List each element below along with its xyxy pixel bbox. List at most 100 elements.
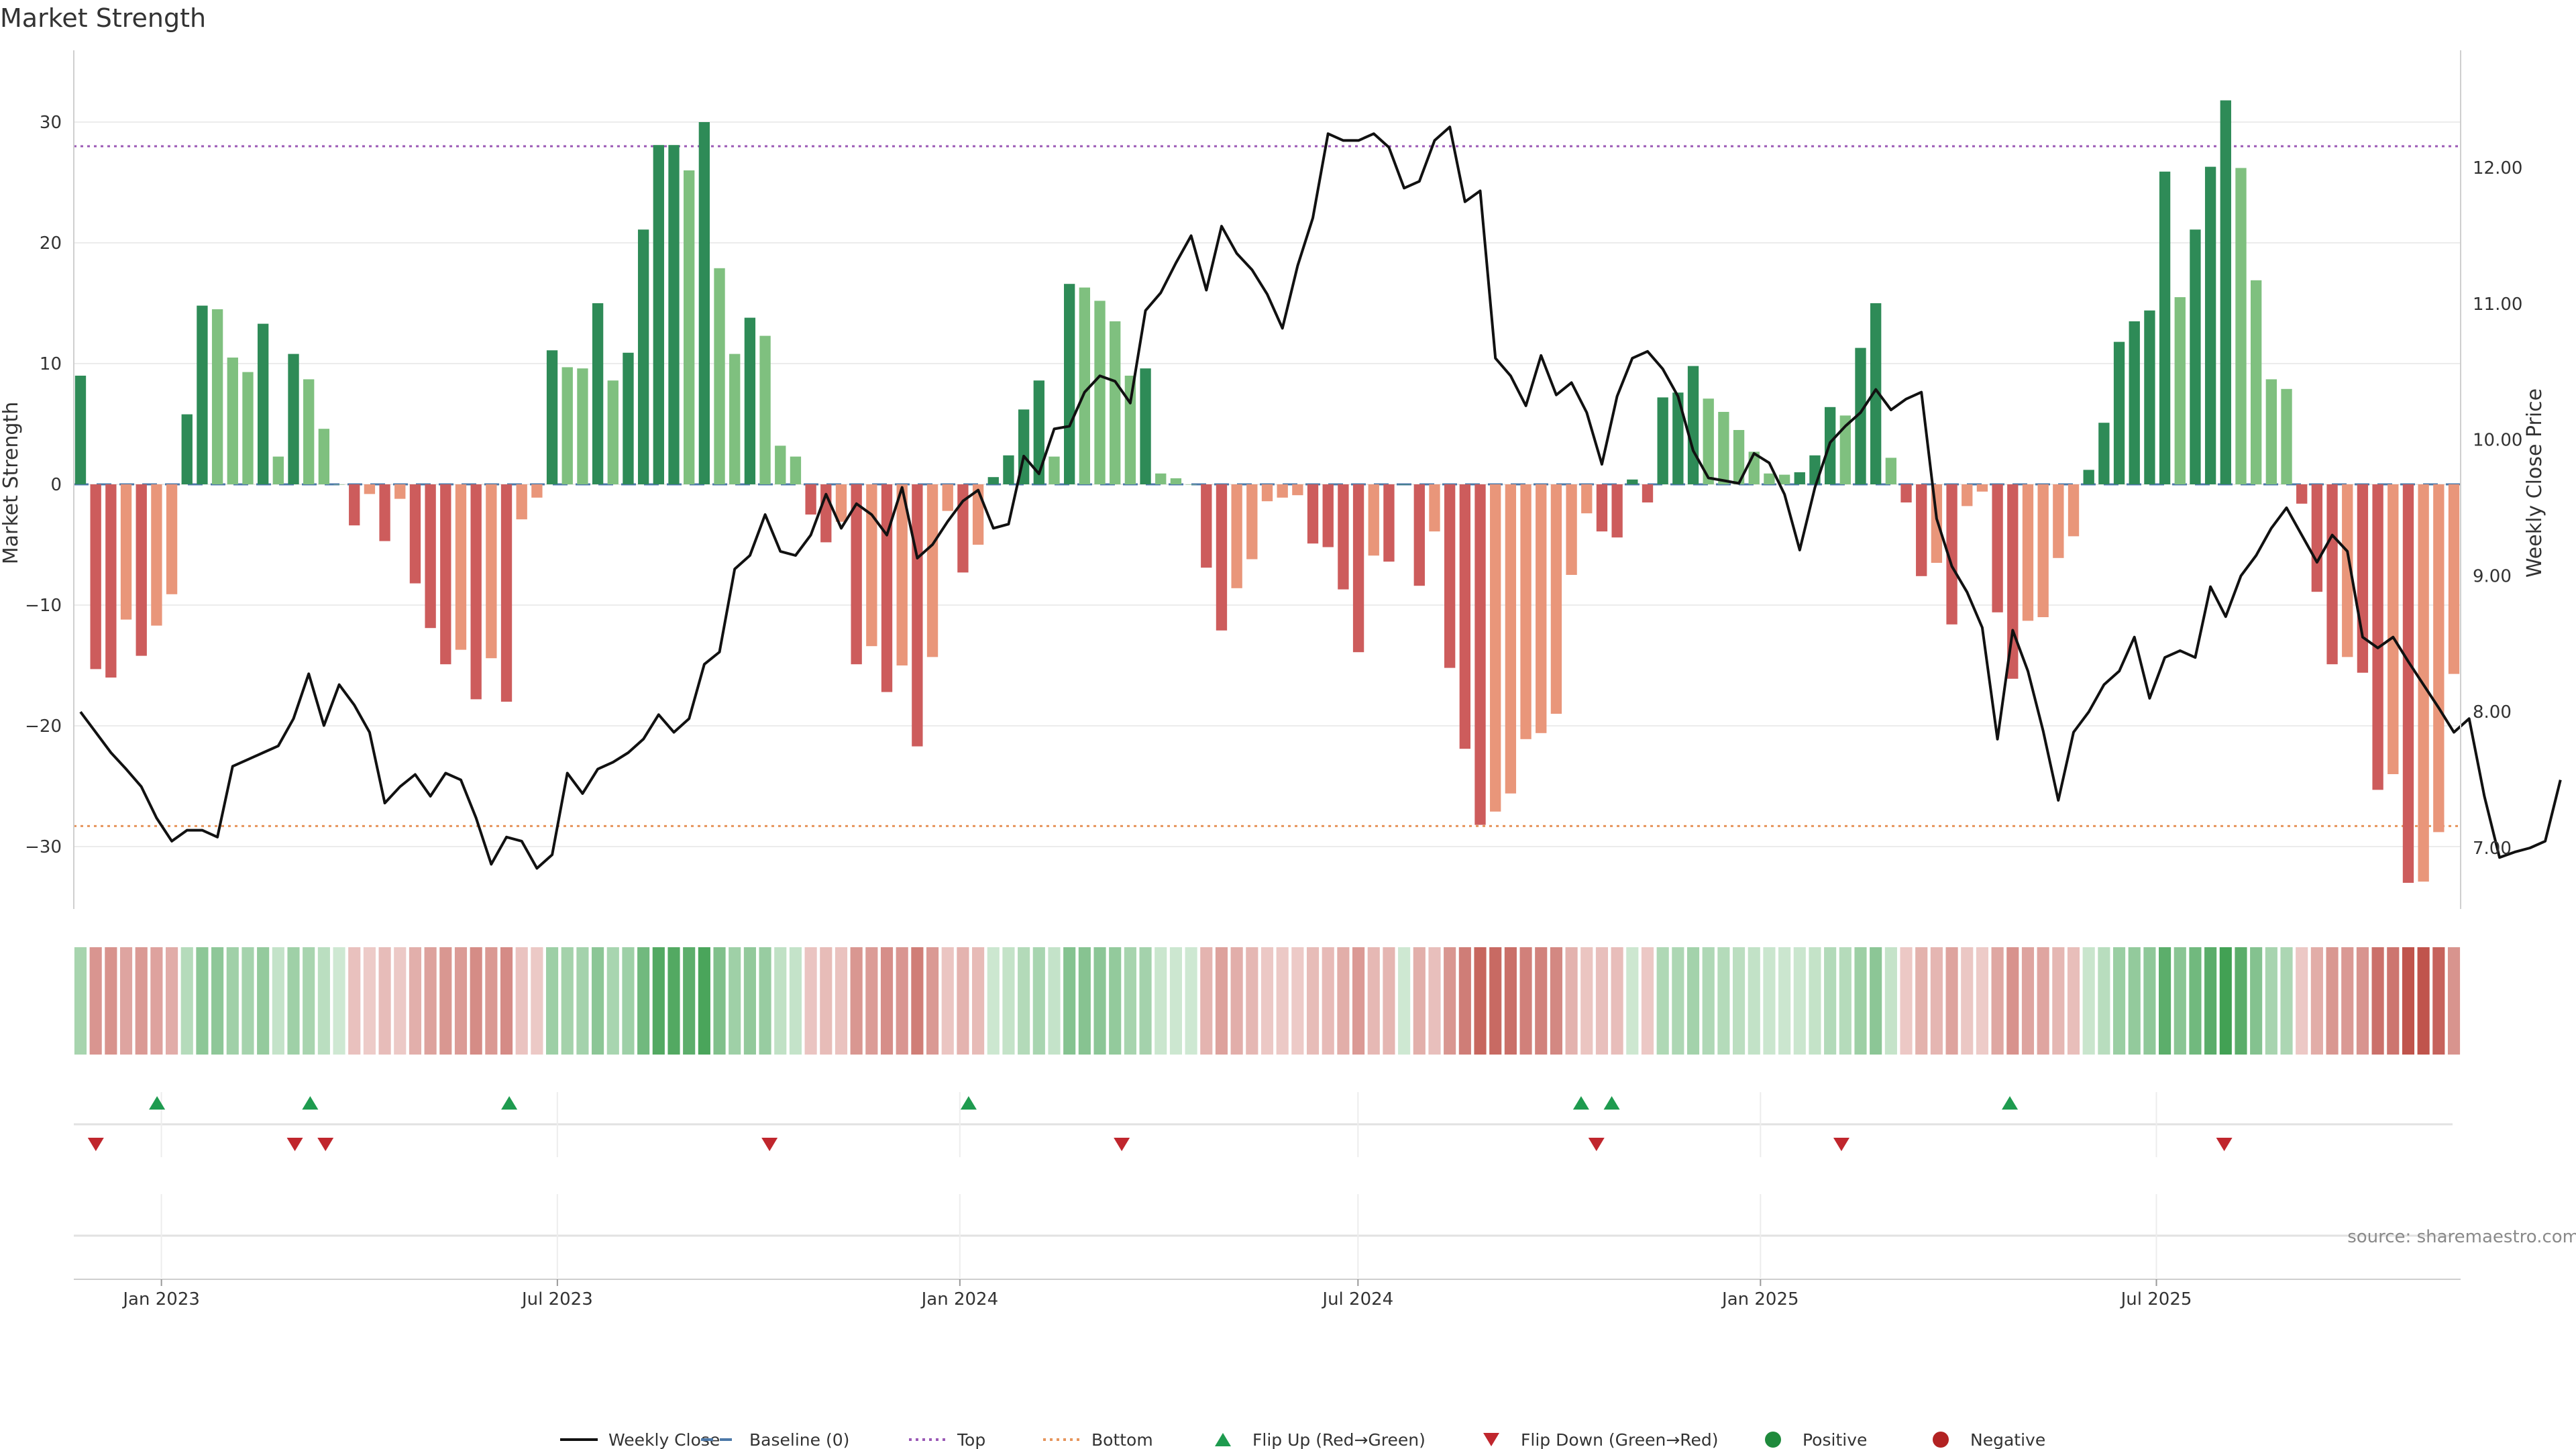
strength-bar: [2448, 484, 2460, 674]
heat-cell: [2310, 947, 2323, 1055]
legend-label: Baseline (0): [749, 1430, 849, 1449]
strength-bar: [1429, 484, 1440, 532]
strength-bar: [288, 354, 299, 484]
heat-cell: [561, 947, 574, 1055]
strength-bar: [561, 367, 573, 484]
strength-bar: [1155, 473, 1167, 484]
heat-cell: [698, 947, 710, 1055]
strength-bar: [1596, 484, 1608, 532]
heat-cell: [789, 947, 802, 1055]
strength-bar: [1216, 484, 1228, 631]
heat-cell: [1884, 947, 1897, 1055]
heat-cell: [850, 947, 863, 1055]
heat-cell: [1169, 947, 1182, 1055]
strength-bar: [242, 372, 254, 484]
strength-bar: [866, 484, 877, 647]
heat-cell: [972, 947, 985, 1055]
strength-bar: [1277, 484, 1288, 498]
heat-cell: [2371, 947, 2384, 1055]
strength-bar: [2129, 321, 2140, 484]
strength-bar: [1642, 484, 1654, 502]
strength-bar: [500, 484, 513, 702]
heat-cell: [531, 947, 543, 1055]
legend-label: Top: [957, 1430, 985, 1449]
chart-title: Market Strength: [0, 3, 206, 33]
strength-bar: [1079, 287, 1091, 484]
strength-bar: [2251, 280, 2262, 484]
heat-cell: [2082, 947, 2095, 1055]
strength-bar: [516, 484, 527, 520]
strength-bar: [942, 484, 953, 511]
legend-item: Bottom: [1043, 1430, 1153, 1449]
strength-bar: [851, 484, 862, 665]
flip-up-marker: [501, 1096, 518, 1110]
right-tick-label: 10.00: [2473, 431, 2522, 451]
strength-bar: [2053, 484, 2064, 558]
strength-bar: [2372, 484, 2383, 790]
heat-cell: [576, 947, 589, 1055]
heat-cell: [1611, 947, 1623, 1055]
heat-cell: [2341, 947, 2354, 1055]
strength-bar: [1444, 484, 1456, 668]
heat-cell: [2417, 947, 2430, 1055]
strength-bar: [1246, 484, 1258, 559]
heat-cell: [1474, 947, 1487, 1055]
heat-cell: [1413, 947, 1426, 1055]
strength-bar: [1962, 484, 1973, 506]
heat-cell: [1915, 947, 1928, 1055]
heat-cell: [1976, 947, 1989, 1055]
strength-bar: [1383, 484, 1395, 562]
strength-bar: [1900, 484, 1912, 502]
left-tick-label: 10: [40, 354, 62, 374]
legend-label: Positive: [1803, 1430, 1867, 1449]
heat-cell: [500, 947, 513, 1055]
strength-bar: [136, 484, 147, 656]
flip-up-marker: [960, 1096, 977, 1110]
strength-bar: [181, 414, 193, 484]
heat-cell: [454, 947, 468, 1055]
heat-cell: [2174, 947, 2186, 1055]
heat-cell: [241, 947, 254, 1055]
heat-cell: [1870, 947, 1882, 1055]
flip-up-marker: [149, 1096, 166, 1110]
strength-bar: [1520, 484, 1532, 739]
strength-bar: [1003, 455, 1014, 484]
legend-item: Negative: [1933, 1430, 2045, 1449]
strength-bar: [1855, 347, 1866, 484]
strength-bar: [1885, 458, 1897, 484]
strength-bar: [2068, 484, 2080, 537]
heat-cell: [606, 947, 619, 1055]
heat-cell: [2387, 947, 2400, 1055]
strength-bar: [1916, 484, 1927, 576]
strength-bar: [531, 484, 543, 498]
heat-cell: [1641, 947, 1654, 1055]
strength-bar: [2007, 484, 2019, 679]
heat-cell: [1458, 947, 1471, 1055]
strength-bar: [1627, 479, 1638, 484]
heat-cell: [1002, 947, 1015, 1055]
heat-cell: [1093, 947, 1106, 1055]
heat-cell: [272, 947, 284, 1055]
heat-cell: [1215, 947, 1228, 1055]
strength-bar: [1490, 484, 1501, 812]
heat-cell: [1535, 947, 1548, 1055]
heat-cell: [226, 947, 239, 1055]
heat-cell: [1961, 947, 1974, 1055]
strength-bar: [1672, 392, 1684, 484]
strength-bar: [1292, 484, 1303, 496]
strength-bar: [2342, 484, 2353, 657]
heat-cell: [1352, 947, 1365, 1055]
strength-bar: [1611, 484, 1623, 538]
weekly-close-line: [79, 125, 2562, 870]
strength-bar: [1566, 484, 1577, 575]
heat-cell: [2402, 947, 2415, 1055]
heat-cell: [1260, 947, 1274, 1055]
strength-bar: [2083, 470, 2094, 484]
heat-cell: [2447, 947, 2461, 1055]
heat-cell: [1200, 947, 1213, 1055]
heat-cell: [1306, 947, 1320, 1055]
x-tick-label: Jan 2023: [121, 1289, 200, 1309]
strength-bar: [1946, 484, 1957, 625]
flip-down-marker: [1114, 1138, 1130, 1151]
